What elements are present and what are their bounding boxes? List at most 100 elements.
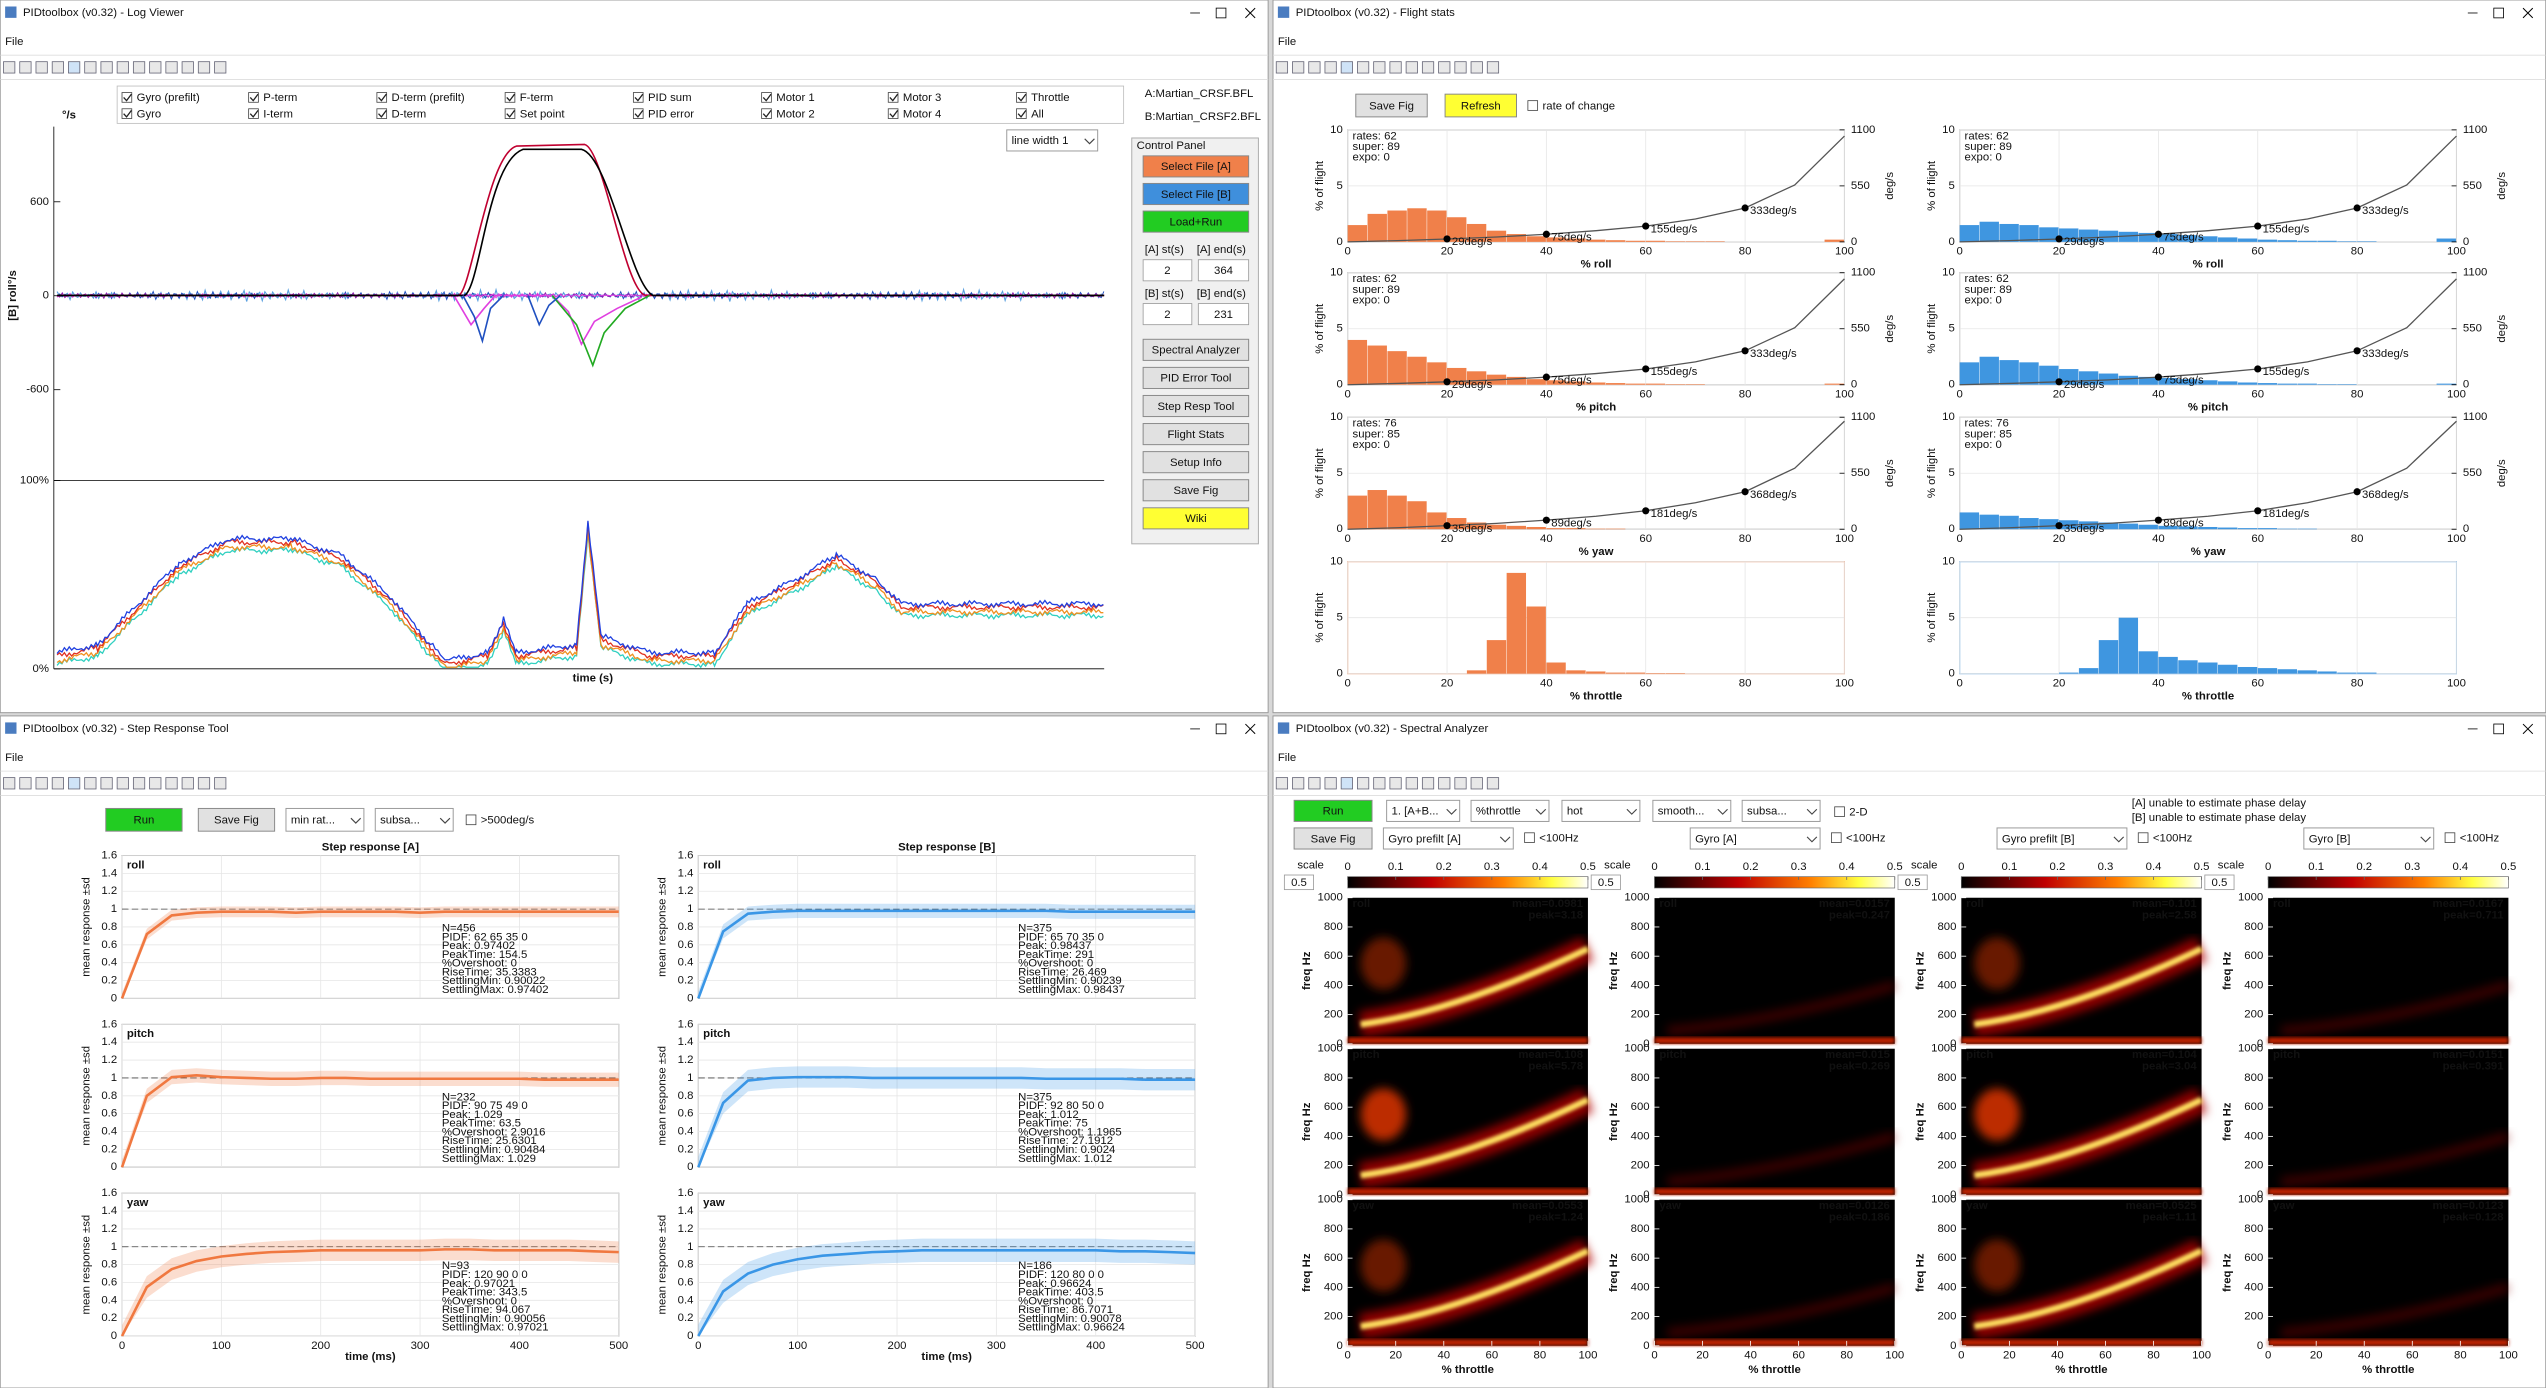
button[interactable] xyxy=(1142,366,1250,389)
checkbox[interactable] xyxy=(2137,832,2149,843)
checkbox[interactable] xyxy=(504,92,516,103)
menu-item[interactable]: File xyxy=(1278,36,1296,48)
toolbar-icon[interactable] xyxy=(1373,61,1386,74)
button[interactable] xyxy=(1142,451,1250,474)
dropdown[interactable] xyxy=(1996,827,2128,850)
toolbar-icon[interactable] xyxy=(149,777,162,790)
toolbar-icon[interactable] xyxy=(51,777,64,790)
toolbar-icon[interactable] xyxy=(1405,777,1418,790)
maximize-button[interactable] xyxy=(2493,723,2504,735)
checkbox[interactable] xyxy=(2444,832,2456,843)
checkbox[interactable] xyxy=(761,92,772,103)
menu-item[interactable]: File xyxy=(5,36,23,48)
toolbar-icon[interactable] xyxy=(68,61,81,74)
toolbar-icon[interactable] xyxy=(214,777,227,790)
checkbox[interactable] xyxy=(887,92,899,103)
checkbox[interactable] xyxy=(248,108,259,119)
checkbox[interactable] xyxy=(376,108,388,119)
button[interactable] xyxy=(1142,507,1250,530)
toolbar-icon[interactable] xyxy=(165,777,178,790)
close-button[interactable] xyxy=(1245,7,1256,19)
toolbar-icon[interactable] xyxy=(1324,61,1337,74)
scale-input[interactable] xyxy=(1590,874,1621,891)
maximize-button[interactable] xyxy=(1215,7,1227,19)
toolbar-icon[interactable] xyxy=(35,61,48,74)
toolbar-icon[interactable] xyxy=(116,61,129,74)
close-button[interactable] xyxy=(1245,723,1256,735)
toolbar-icon[interactable] xyxy=(100,61,113,74)
toolbar-icon[interactable] xyxy=(214,61,227,74)
checkbox[interactable] xyxy=(1834,806,1845,817)
toolbar-icon[interactable] xyxy=(1373,777,1386,790)
toolbar-icon[interactable] xyxy=(1454,61,1467,74)
dropdown[interactable] xyxy=(1470,799,1550,822)
scale-input[interactable] xyxy=(2204,874,2235,891)
maximize-button[interactable] xyxy=(1215,723,1227,735)
toolbar-icon[interactable] xyxy=(35,777,48,790)
toolbar-icon[interactable] xyxy=(197,61,211,74)
button[interactable] xyxy=(1142,155,1250,178)
dropdown[interactable] xyxy=(1386,799,1461,822)
toolbar-icon[interactable] xyxy=(1308,777,1321,790)
toolbar-icon[interactable] xyxy=(68,777,81,790)
toolbar-icon[interactable] xyxy=(149,61,162,74)
toolbar-icon[interactable] xyxy=(3,61,16,74)
button[interactable] xyxy=(1293,799,1373,822)
button[interactable] xyxy=(197,807,276,832)
scale-input[interactable] xyxy=(1897,874,1928,891)
button[interactable] xyxy=(1142,423,1250,446)
dropdown[interactable] xyxy=(374,807,454,832)
toolbar-icon[interactable] xyxy=(132,777,146,790)
toolbar-icon[interactable] xyxy=(1438,777,1451,790)
toolbar-icon[interactable] xyxy=(84,777,97,790)
toolbar-icon[interactable] xyxy=(181,777,194,790)
toolbar-icon[interactable] xyxy=(19,777,32,790)
input-field[interactable] xyxy=(1142,303,1193,326)
menu-item[interactable]: File xyxy=(1278,752,1296,764)
toolbar-icon[interactable] xyxy=(1340,61,1353,74)
toolbar-icon[interactable] xyxy=(1275,777,1289,790)
toolbar-icon[interactable] xyxy=(1292,61,1305,74)
toolbar-icon[interactable] xyxy=(1389,777,1402,790)
dropdown[interactable] xyxy=(2303,827,2435,850)
toolbar-icon[interactable] xyxy=(1438,61,1451,74)
toolbar-icon[interactable] xyxy=(1389,61,1402,74)
toolbar-icon[interactable] xyxy=(1486,61,1500,74)
checkbox[interactable] xyxy=(632,92,644,103)
dropdown[interactable] xyxy=(1006,129,1099,152)
button[interactable] xyxy=(1142,210,1250,233)
checkbox[interactable] xyxy=(248,92,259,103)
checkbox[interactable] xyxy=(1524,832,1535,843)
dropdown[interactable] xyxy=(285,807,365,832)
checkbox[interactable] xyxy=(887,108,899,119)
dropdown[interactable] xyxy=(1741,799,1821,822)
toolbar-icon[interactable] xyxy=(132,61,146,74)
checkbox[interactable] xyxy=(632,108,644,119)
toolbar-icon[interactable] xyxy=(1486,777,1500,790)
toolbar-icon[interactable] xyxy=(1357,61,1370,74)
checkbox[interactable] xyxy=(1831,832,1842,843)
checkbox[interactable] xyxy=(465,814,477,826)
close-button[interactable] xyxy=(2522,723,2534,735)
dropdown[interactable] xyxy=(1382,827,1514,850)
close-button[interactable] xyxy=(2522,7,2534,19)
input-field[interactable] xyxy=(1197,303,1250,326)
button[interactable] xyxy=(1293,827,1373,850)
checkbox[interactable] xyxy=(376,92,388,103)
menu-item[interactable]: File xyxy=(5,752,23,764)
toolbar-icon[interactable] xyxy=(1405,61,1418,74)
input-field[interactable] xyxy=(1142,259,1193,282)
button[interactable] xyxy=(1142,394,1250,418)
checkbox[interactable] xyxy=(1016,108,1027,119)
button[interactable] xyxy=(105,807,183,832)
toolbar-icon[interactable] xyxy=(197,777,211,790)
toolbar-icon[interactable] xyxy=(181,61,194,74)
toolbar-icon[interactable] xyxy=(116,777,129,790)
toolbar-icon[interactable] xyxy=(1357,777,1370,790)
toolbar-icon[interactable] xyxy=(1292,777,1305,790)
scale-input[interactable] xyxy=(1283,874,1314,891)
toolbar-icon[interactable] xyxy=(1340,777,1353,790)
dropdown[interactable] xyxy=(1561,799,1641,822)
checkbox[interactable] xyxy=(504,108,516,119)
toolbar-icon[interactable] xyxy=(1308,61,1321,74)
